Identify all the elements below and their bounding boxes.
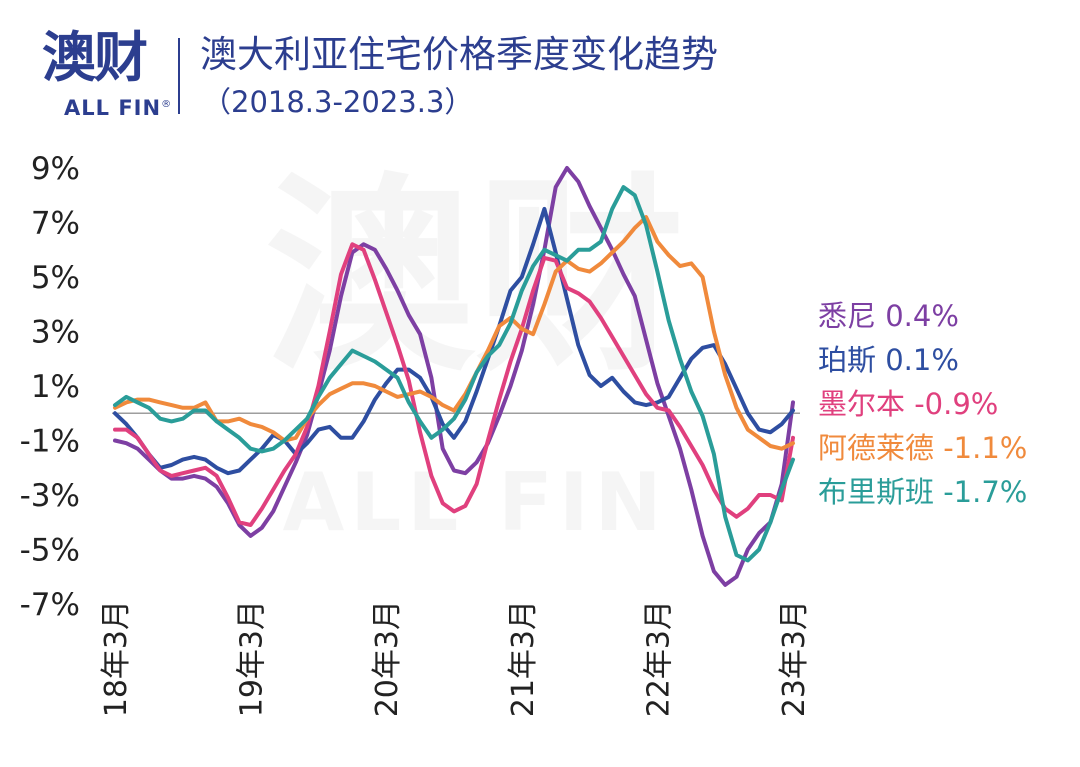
y-tick-label: 3% — [31, 315, 80, 351]
legend-label-0: 悉尼 0.4% — [818, 299, 959, 333]
x-tick-label: 22年3月 — [641, 600, 676, 717]
y-tick-label: 1% — [31, 369, 80, 405]
x-tick-label: 20年3月 — [370, 600, 405, 717]
watermark-en: ALL FIN — [282, 456, 667, 549]
watermark: 澳财 ALL FIN — [265, 155, 685, 549]
legend: 悉尼 0.4% 珀斯 0.1% 墨尔本 -0.9% 阿德莱德 -1.1% 布里斯班 -1… — [818, 299, 1027, 509]
y-tick-label: -1% — [20, 424, 80, 460]
registered-mark: ® — [161, 99, 173, 110]
legend-label-3: 阿德莱德 -1.1% — [818, 431, 1027, 465]
x-axis-tick-labels: 18年3月 19年3月 20年3月 21年3月 22年3月 23年3月 — [99, 600, 812, 717]
y-tick-label: 7% — [31, 206, 80, 242]
brand-name-en-text: ALL FIN — [64, 96, 162, 120]
y-tick-label: -5% — [20, 533, 80, 569]
chart-title: 澳大利亚住宅价格季度变化趋势 — [200, 33, 718, 76]
brand-divider — [178, 38, 180, 114]
x-tick-label: 19年3月 — [235, 600, 270, 717]
y-tick-label: 9% — [31, 151, 80, 187]
brand-logo: 澳财 ALL FIN® — [40, 26, 180, 122]
watermark-cn: 澳财 — [265, 155, 685, 400]
x-tick-label: 23年3月 — [777, 600, 812, 717]
series-line-1 — [113, 206, 795, 476]
brand-name-cn: 澳财 — [42, 26, 148, 89]
y-tick-label: -7% — [20, 587, 80, 623]
legend-label-1: 珀斯 0.1% — [818, 343, 959, 377]
x-tick-label: 18年3月 — [99, 600, 134, 717]
y-tick-label: 5% — [31, 260, 80, 296]
chart-subtitle: （2018.3-2023.3） — [202, 85, 474, 119]
legend-label-2: 墨尔本 -0.9% — [818, 387, 998, 421]
x-tick-label: 21年3月 — [506, 600, 541, 717]
y-axis-tick-labels: 9% 7% 5% 3% 1% -1% -3% -5% -7% — [20, 151, 80, 623]
y-tick-label: -3% — [20, 478, 80, 514]
series-line-2 — [113, 242, 795, 527]
series-line-0 — [113, 166, 795, 587]
series-line-4 — [113, 185, 795, 563]
series-line-3 — [113, 215, 795, 451]
series-lines — [113, 166, 795, 587]
brand-name-en: ALL FIN® — [64, 96, 172, 120]
legend-label-4: 布里斯班 -1.7% — [818, 475, 1027, 509]
